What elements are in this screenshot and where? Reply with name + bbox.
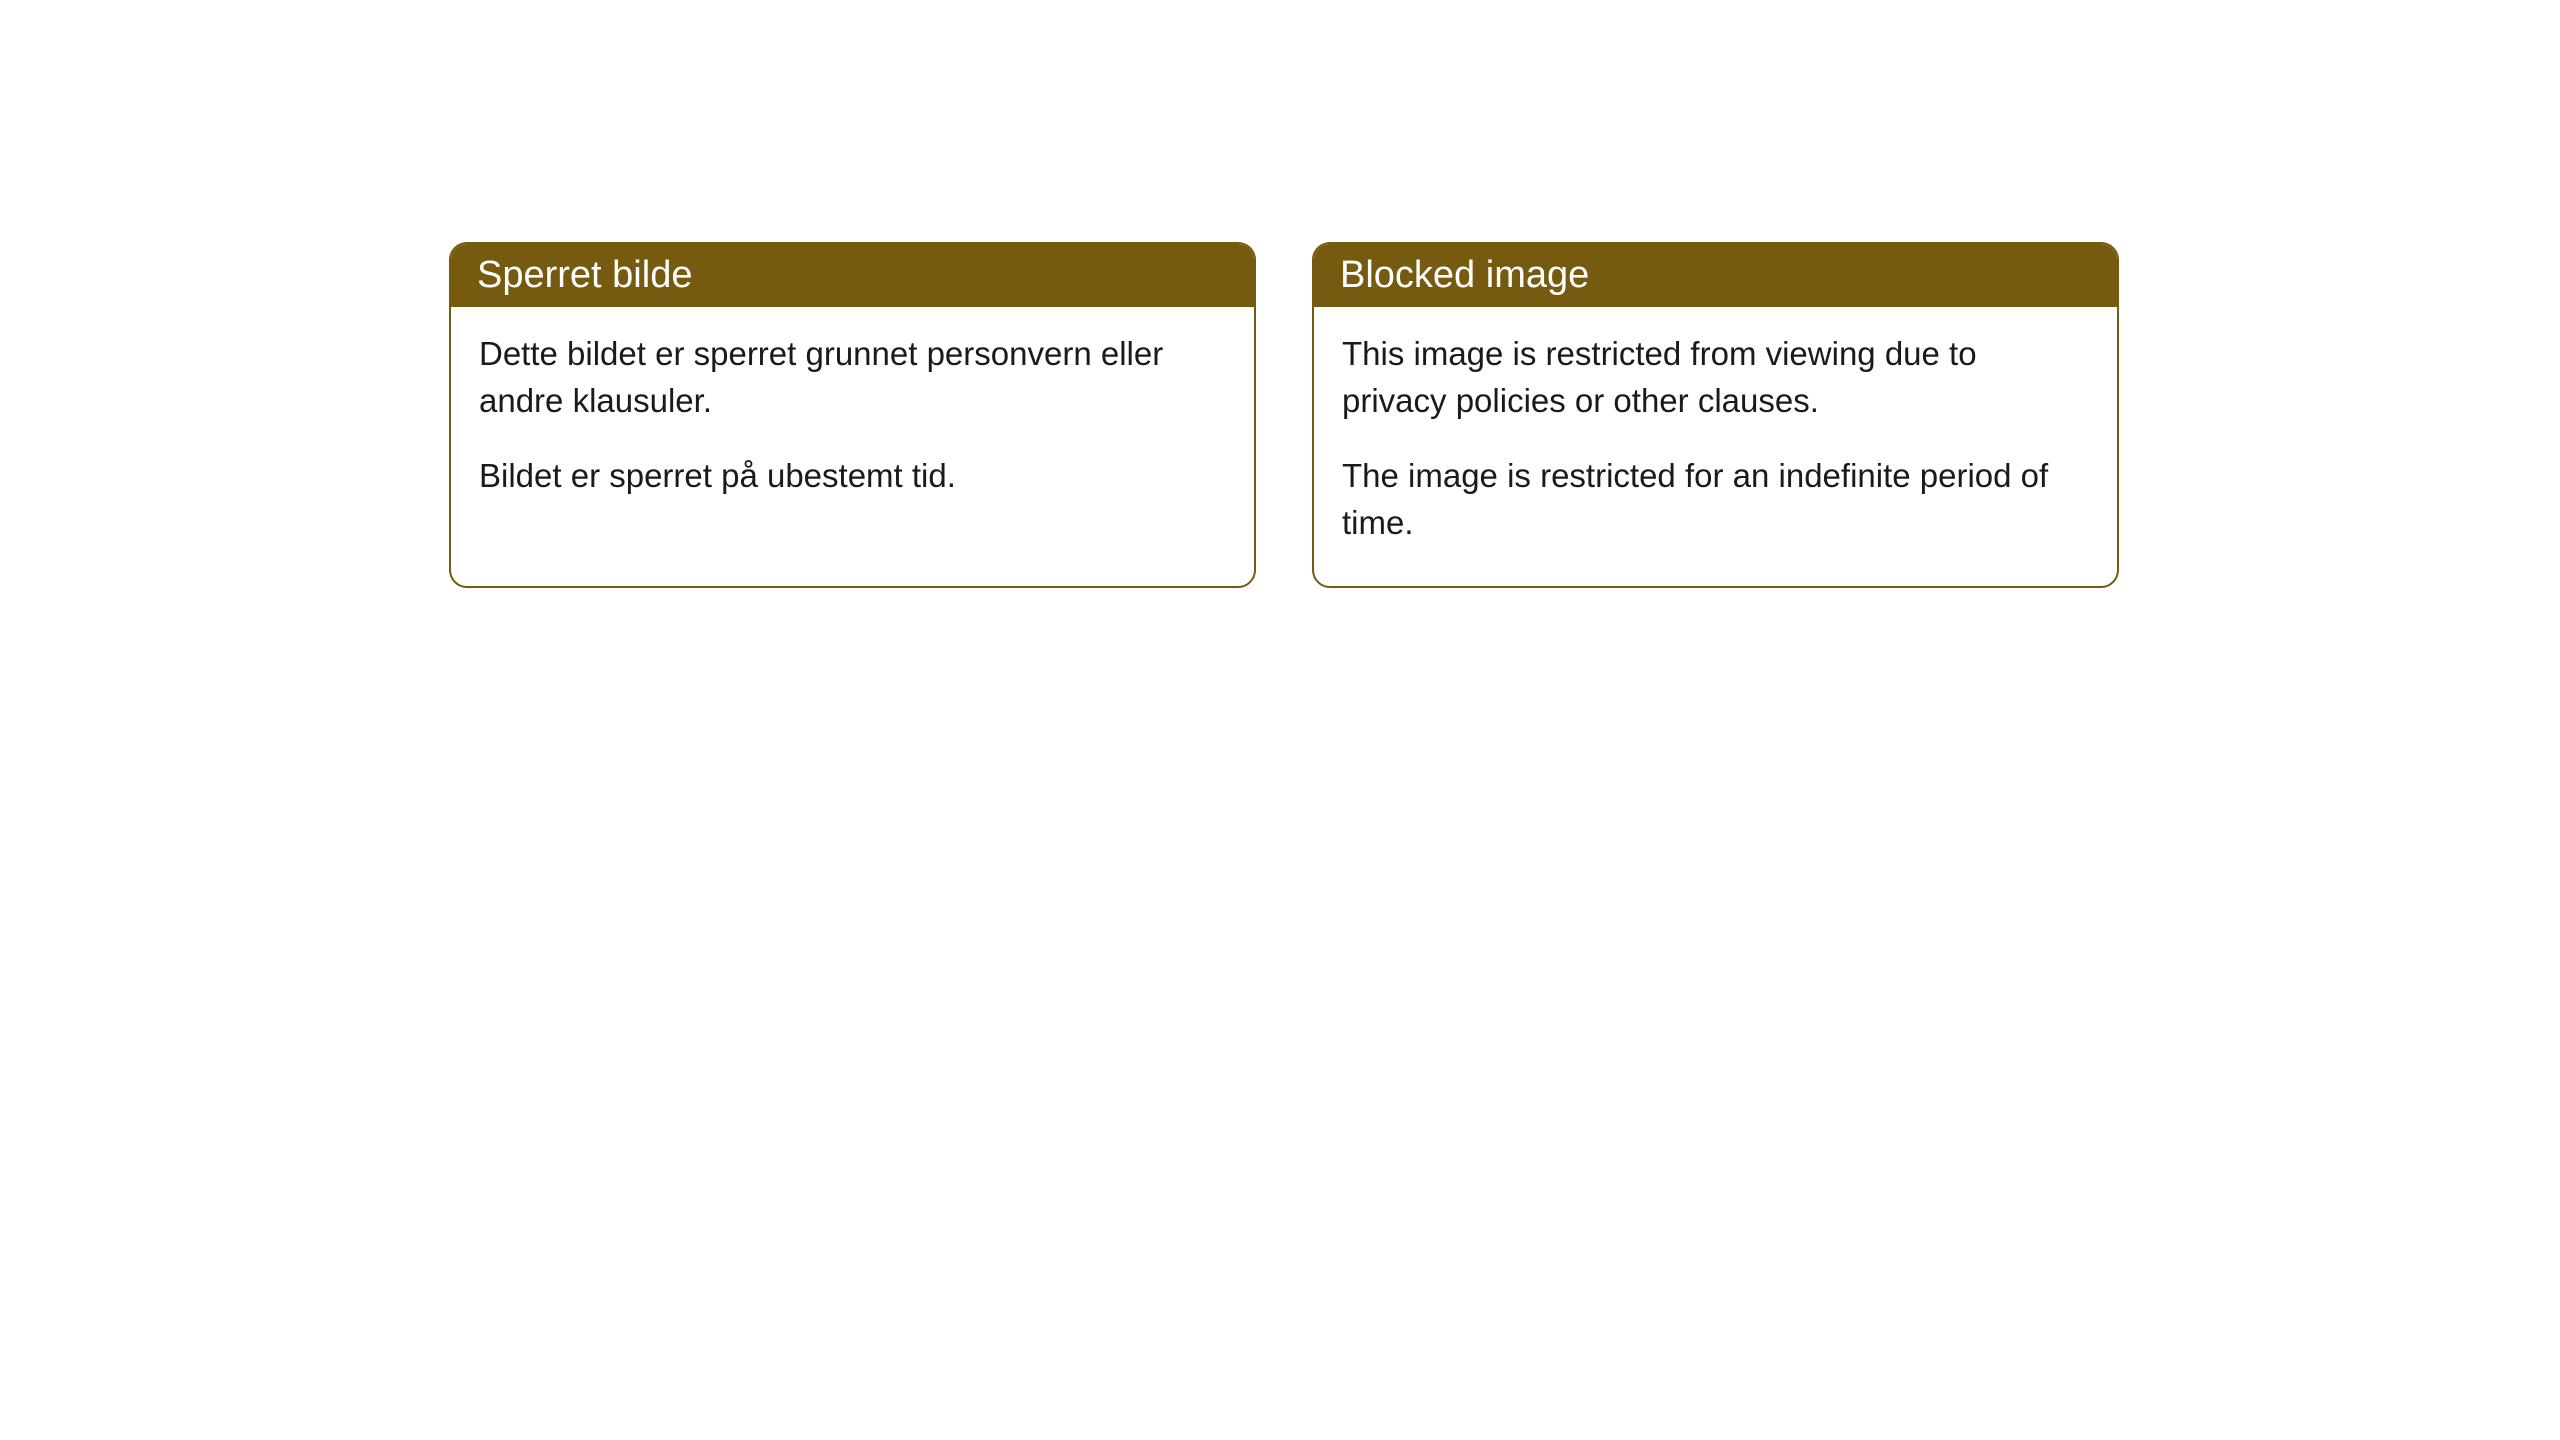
card-body-english: This image is restricted from viewing du…: [1314, 307, 2117, 586]
card-paragraph: Dette bildet er sperret grunnet personve…: [479, 331, 1226, 425]
card-paragraph: Bildet er sperret på ubestemt tid.: [479, 453, 1226, 500]
card-header-norwegian: Sperret bilde: [451, 244, 1254, 307]
notice-cards-container: Sperret bilde Dette bildet er sperret gr…: [449, 242, 2119, 588]
notice-card-norwegian: Sperret bilde Dette bildet er sperret gr…: [449, 242, 1256, 588]
card-paragraph: The image is restricted for an indefinit…: [1342, 453, 2089, 547]
notice-card-english: Blocked image This image is restricted f…: [1312, 242, 2119, 588]
card-body-norwegian: Dette bildet er sperret grunnet personve…: [451, 307, 1254, 540]
card-paragraph: This image is restricted from viewing du…: [1342, 331, 2089, 425]
card-header-english: Blocked image: [1314, 244, 2117, 307]
